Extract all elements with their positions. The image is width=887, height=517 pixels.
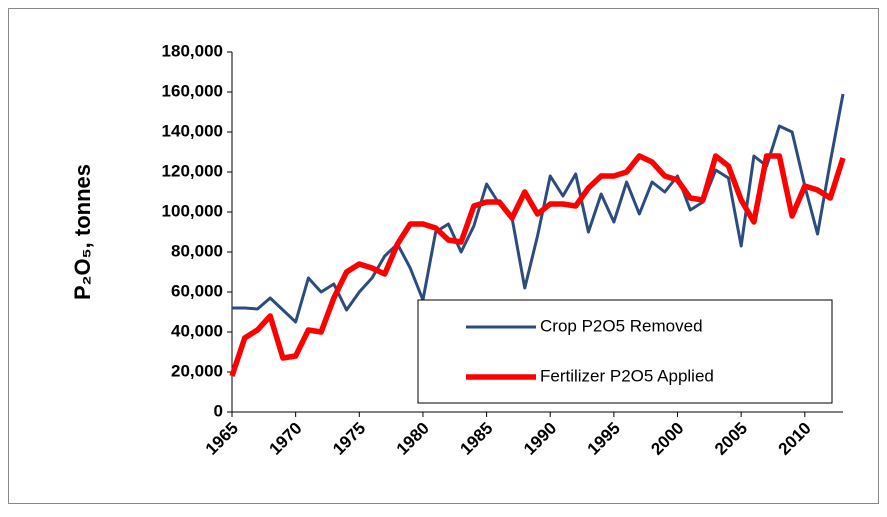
- y-tick-label: 120,000: [162, 161, 223, 180]
- y-tick-label: 80,000: [171, 241, 223, 260]
- chart-border: [8, 8, 879, 504]
- y-tick-label: 160,000: [162, 81, 223, 100]
- y-tick-label: 100,000: [162, 201, 223, 220]
- y-tick-label: 180,000: [162, 41, 223, 60]
- y-tick-label: 40,000: [171, 321, 223, 340]
- legend-label: Crop P2O5 Removed: [540, 316, 703, 335]
- data-line: [229, 153, 846, 377]
- legend-label: Fertilizer P2O5 Applied: [540, 366, 714, 385]
- y-tick-label: 140,000: [162, 121, 223, 140]
- legend-box: [417, 299, 833, 404]
- data-line: [232, 93, 845, 324]
- y-tick-label: 20,000: [171, 361, 223, 380]
- y-axis-label: P₂O₅, tonnes: [70, 164, 95, 300]
- y-tick-label: 60,000: [171, 281, 223, 300]
- y-tick-label: 0: [214, 401, 223, 420]
